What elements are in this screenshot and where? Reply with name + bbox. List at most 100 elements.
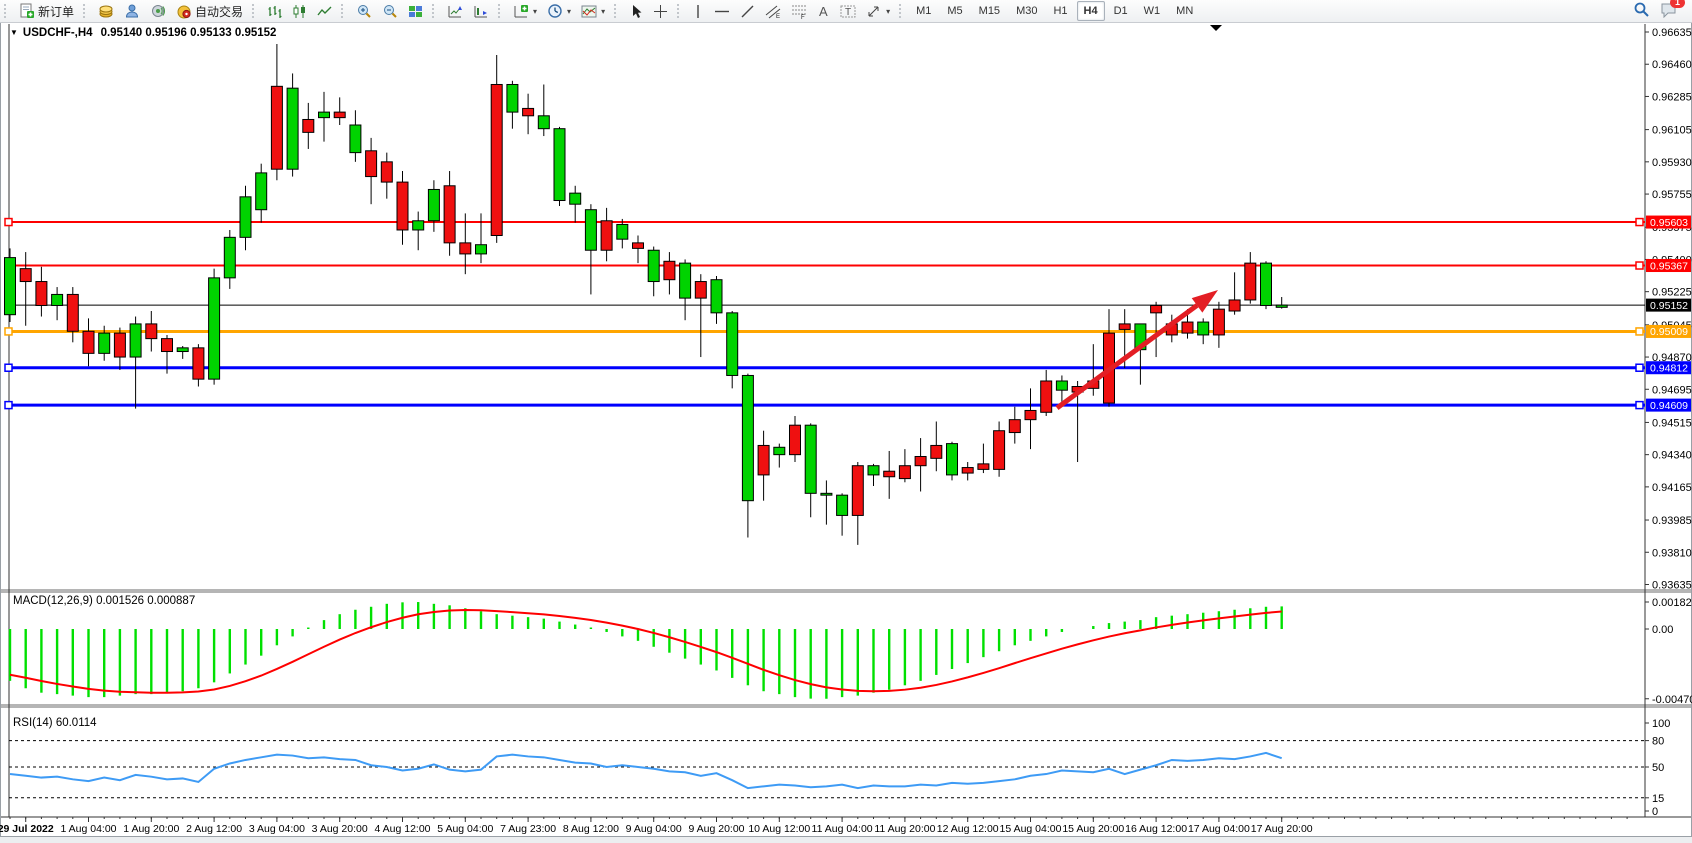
toolbar-grip[interactable] [4,4,11,18]
candle-body [898,465,911,480]
rsi-tick-label: 15 [1652,793,1664,805]
timeframe-H1[interactable]: H1 [1053,5,1068,17]
navigator-button[interactable] [119,0,145,22]
toolbar-grip[interactable] [252,4,259,18]
timeframe-M1[interactable]: M1 [916,5,932,17]
time-tick-label: 16 Aug 12:00 [1125,823,1187,835]
candle-body [98,332,111,354]
new-chart-button[interactable]: ▾ [508,0,542,22]
svg-text:T: T [845,7,851,18]
line-chart-button[interactable] [312,0,337,22]
svg-text:0.95603: 0.95603 [1650,217,1688,229]
text-tool-button[interactable]: A [812,0,835,22]
time-tick-label: 1 Aug 20:00 [123,823,179,835]
time-tick-label: 11 Aug 04:00 [812,823,873,835]
shapes-icon [866,4,882,19]
chevron-down-icon[interactable]: ▼ [10,28,18,37]
notification-badge: 1 [1670,0,1685,8]
price-tick-label: 0.96460 [1652,59,1692,71]
price-tick-label: 0.94340 [1652,450,1692,462]
autotrading-button[interactable]: 自动交易 [171,0,248,22]
new-chart-icon [513,4,529,19]
price-label-pivot: 0.95009 [1646,324,1691,338]
toolbar-grip[interactable] [498,4,505,18]
timeframe-W1[interactable]: W1 [1143,5,1161,17]
hline-handle[interactable] [4,217,13,227]
search-icon[interactable] [1633,1,1650,21]
hline-handle[interactable] [4,327,13,336]
candle-body [255,172,268,211]
toolbar-grip[interactable] [899,4,906,18]
chart-autoscroll-button[interactable] [468,0,494,22]
timeframe-M30[interactable]: M30 [1016,5,1038,17]
hline-handle[interactable] [1635,363,1644,372]
vline-tool-button[interactable] [687,0,709,22]
shapes-tool-button[interactable]: ▾ [861,0,895,22]
candle-body [318,111,330,119]
svg-text:0.95009: 0.95009 [1650,326,1688,338]
timeframe-MN[interactable]: MN [1176,5,1194,17]
candle-body [412,220,425,231]
zoom-in-button[interactable] [351,0,377,22]
crosshair-tool-button[interactable] [648,0,673,22]
candle-body [1008,419,1021,434]
toolbar-grip[interactable] [614,4,621,18]
tile-windows-button[interactable] [403,0,428,22]
scroll-to-end-icon[interactable] [1210,25,1222,31]
time-tick-label: 11 Aug 20:00 [874,823,935,835]
period-button[interactable]: ▾ [542,0,576,22]
candle-body [726,312,739,376]
notifications-button[interactable]: 1 [1660,0,1685,21]
hline-handle[interactable] [1635,217,1644,227]
timeframe-H4[interactable]: H4 [1076,1,1105,21]
text-label-icon: T [840,4,856,19]
timeframe-M5[interactable]: M5 [947,5,963,17]
candle-body [4,257,16,316]
market-watch-button[interactable] [93,0,119,22]
fibonacci-tool-button[interactable]: F [786,0,812,22]
timeframe-M15[interactable]: M15 [978,5,1001,17]
new-order-button[interactable]: 新订单 [14,0,79,22]
label-tool-button[interactable]: T [835,0,861,22]
indicators-button[interactable]: ▾ [576,0,610,22]
autotrading-icon [176,3,192,19]
hline-handle[interactable] [4,363,13,372]
trendline-tool-button[interactable] [735,0,760,22]
time-tick-label: 15 Aug 20:00 [1062,823,1124,835]
price-tick-label: 0.93635 [1652,579,1692,591]
candle-body [459,242,472,255]
candle-body [1197,321,1210,336]
candlestick-chart-icon [292,4,307,19]
chart-canvas[interactable]: 0.96635 0.96460 0.96285 0.96105 0.95930 0.957… [0,22,1692,837]
svg-text:F: F [801,15,805,19]
macd-tick-label: 0.00 [1652,624,1673,636]
toolbar-grip[interactable] [341,4,348,18]
candle-body [349,124,362,154]
hline-tool-button[interactable] [709,0,735,22]
horizontal-line-icon [714,4,730,19]
price-label-support: 0.94812 [1646,361,1691,375]
toolbar-grip[interactable] [83,4,90,18]
price-tick-label: 0.93810 [1652,547,1692,559]
chevron-down-icon: ▾ [886,6,891,16]
trend-arrow[interactable] [1055,303,1199,411]
chart-title[interactable]: ▼ USDCHF-,H4 0.95140 0.95196 0.95133 0.951… [10,27,276,39]
cursor-tool-button[interactable] [624,0,648,22]
bar-chart-icon [267,4,282,19]
chart-shift-button[interactable] [442,0,468,22]
candlestick-chart-button[interactable] [287,0,312,22]
channel-tool-button[interactable]: E [760,0,786,22]
hline-handle[interactable] [1635,327,1644,336]
hline-handle[interactable] [4,400,13,410]
candle-body [663,260,676,281]
hline-handle[interactable] [1635,261,1644,270]
hline-handle[interactable] [1635,400,1644,410]
price-label-current-price: 0.95152 [1646,298,1691,312]
terminal-button[interactable] [145,0,171,22]
zoom-out-button[interactable] [377,0,403,22]
toolbar-grip[interactable] [677,4,684,18]
timeframe-D1[interactable]: D1 [1113,5,1128,17]
rsi-tick-label: 80 [1652,736,1664,748]
bar-chart-button[interactable] [262,0,287,22]
toolbar-grip[interactable] [432,4,439,18]
